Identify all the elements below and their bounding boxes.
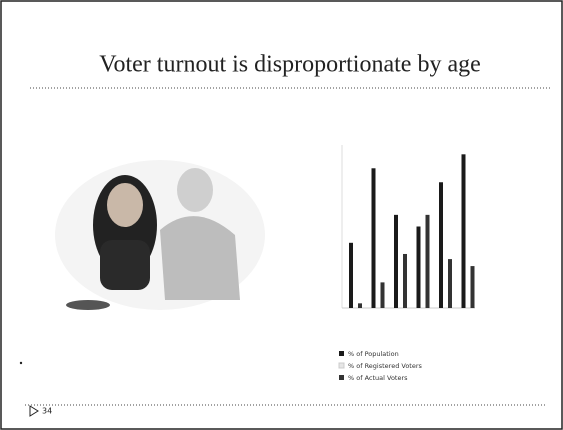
legend-swatch [339, 351, 344, 356]
legend-swatch [339, 375, 344, 380]
bar [358, 303, 362, 308]
legend-swatch [339, 363, 344, 368]
bar [372, 168, 376, 308]
bar [394, 215, 398, 308]
bar [417, 227, 421, 309]
page-number: 34 [42, 407, 52, 416]
bar [403, 254, 407, 308]
legend-label: % of Registered Voters [348, 362, 423, 370]
photo [55, 160, 265, 310]
bar [462, 154, 466, 308]
slide-title: Voter turnout is disproportionate by age [99, 52, 481, 78]
bar [381, 282, 385, 308]
legend-label: % of Population [348, 350, 399, 358]
legend-label: % of Actual Voters [348, 374, 408, 382]
bullet [20, 362, 22, 364]
bar [448, 259, 452, 308]
bar [439, 182, 443, 308]
bar [471, 266, 475, 308]
bar [349, 243, 353, 308]
bar [426, 215, 430, 308]
slide: Voter turnout is disproportionate by age… [0, 0, 563, 430]
